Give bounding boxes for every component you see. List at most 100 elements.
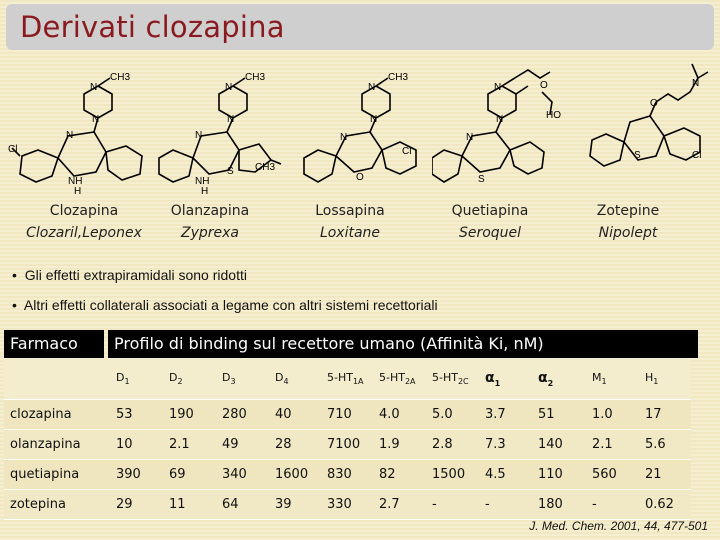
o-label: O xyxy=(356,172,364,183)
s-label: S xyxy=(634,150,641,161)
drug-lossapina: Lossapina Loxitane xyxy=(280,200,420,244)
drug-name: Lossapina xyxy=(315,203,385,219)
col-header: α2 xyxy=(532,359,586,400)
table-header-binding: Profilo di binding sul recettore umano (… xyxy=(108,330,698,358)
n-label: N xyxy=(494,82,501,93)
ho-label: HO xyxy=(546,110,561,121)
drug-brand: Nipolept xyxy=(598,225,658,241)
bullet-item: • Gli effetti extrapiramidali sono ridot… xyxy=(12,267,247,283)
table-cell: 3.7 xyxy=(479,399,532,430)
n-label: N xyxy=(370,114,377,125)
table-cell: 82 xyxy=(373,459,426,490)
table-cell: 4.0 xyxy=(373,399,426,430)
cl-label: Cl xyxy=(402,146,411,157)
table-cell: 280 xyxy=(216,399,269,430)
olanzapine-structure: CH3 N N N NH H S CH3 xyxy=(158,72,282,194)
table-cell: 830 xyxy=(321,459,373,490)
quetiapine-structure: N N N O HO S xyxy=(432,69,561,185)
n-label: N xyxy=(466,132,473,143)
title-bar: Derivati clozapina xyxy=(6,4,714,50)
n-label: N xyxy=(340,132,347,143)
h-label: H xyxy=(201,186,208,194)
n-label: N xyxy=(92,114,99,125)
table-cell: 64 xyxy=(216,489,269,520)
drug-zotepine: Zotepine Nipolept xyxy=(558,200,698,244)
row-drug-name: quetiapina xyxy=(4,459,110,490)
table-cell: 40 xyxy=(269,399,321,430)
bullet-text: Gli effetti extrapiramidali sono ridotti xyxy=(24,267,247,283)
binding-table: D1 D2 D3 D4 5-HT1A 5-HT2A 5-HT2C α1 α2 M… xyxy=(4,359,691,520)
nh-label: NH xyxy=(195,176,209,187)
drug-brand: Clozaril,Leponex xyxy=(26,225,142,241)
table-row: clozapina 53 190 280 40 710 4.0 5.0 3.7 51 1.0 17 xyxy=(4,399,691,430)
table-cell: 1.9 xyxy=(373,429,426,460)
table-cell: - xyxy=(586,489,639,520)
clozapine-structure: CH3 N N N NH H Cl xyxy=(8,72,143,194)
table-cell: 5.0 xyxy=(426,399,479,430)
n-label: N xyxy=(496,114,503,125)
n-label: N xyxy=(66,130,73,141)
table-cell: 340 xyxy=(216,459,269,490)
row-drug-name: olanzapina xyxy=(4,429,110,460)
nh-label: NH xyxy=(68,176,82,187)
table-cell: 28 xyxy=(269,429,321,460)
ch3-label: CH3 xyxy=(388,72,408,83)
table-cell: 110 xyxy=(532,459,586,490)
drug-name: Zotepine xyxy=(596,203,660,219)
table-cell: 2.8 xyxy=(426,429,479,460)
o-label: O xyxy=(650,98,658,109)
drug-brand: Loxitane xyxy=(319,225,381,241)
drug-olanzapina: Olanzapina Zyprexa xyxy=(140,200,280,244)
col-header: 5-HT2A xyxy=(373,359,426,400)
table-cell: 140 xyxy=(532,429,586,460)
table-cell: 190 xyxy=(163,399,216,430)
table-cell: 180 xyxy=(532,489,586,520)
cl-label: Cl xyxy=(692,150,701,161)
drug-quetiapina: Quetiapina Seroquel xyxy=(420,200,560,244)
reference-citation: J. Med. Chem. 2001, 44, 477-501 xyxy=(529,519,708,533)
cl-label: Cl xyxy=(8,144,17,155)
h-label: H xyxy=(74,186,81,194)
table-cell: 17 xyxy=(639,399,691,430)
n-label: N xyxy=(225,82,232,93)
col-header: 5-HT1A xyxy=(321,359,373,400)
col-header: D3 xyxy=(216,359,269,400)
zotepine-structure: N O S Cl xyxy=(589,63,709,167)
table-cell: 2.7 xyxy=(373,489,426,520)
loxapine-structure: CH3 N N N O Cl xyxy=(303,72,417,183)
table-header-farmaco: Farmaco xyxy=(4,330,104,358)
table-cell: 21 xyxy=(639,459,691,490)
drug-brand: Seroquel xyxy=(458,225,522,241)
col-header: H1 xyxy=(639,359,691,400)
drug-name: Olanzapina xyxy=(170,203,250,219)
bullet-list: • Gli effetti extrapiramidali sono ridot… xyxy=(12,266,438,326)
ch3-label: CH3 xyxy=(255,162,275,173)
table-cell: - xyxy=(426,489,479,520)
table-cell: 53 xyxy=(110,399,163,430)
table-cell: - xyxy=(479,489,532,520)
table-cell: 5.6 xyxy=(639,429,691,460)
bullet-item: • Altri effetti collaterali associati a … xyxy=(12,297,438,313)
table-cell: 51 xyxy=(532,399,586,430)
table-cell: 330 xyxy=(321,489,373,520)
row-drug-name: zotepina xyxy=(4,489,110,520)
drug-clozapina: Clozapina Clozaril,Leponex xyxy=(14,200,154,244)
ch3-label: CH3 xyxy=(110,72,130,83)
table-row: zotepina 29 11 64 39 330 2.7- -180-0.62 xyxy=(4,489,691,520)
row-drug-name: clozapina xyxy=(4,399,110,430)
empty-cell xyxy=(4,359,110,400)
table-cell: 1600 xyxy=(269,459,321,490)
table-cell: 49 xyxy=(216,429,269,460)
col-header: α1 xyxy=(479,359,532,400)
table-cell: 1.0 xyxy=(586,399,639,430)
table-cell: 29 xyxy=(110,489,163,520)
n-label: N xyxy=(195,130,202,141)
s-label: S xyxy=(227,166,234,177)
drug-brand: Zyprexa xyxy=(181,225,239,241)
col-header: D2 xyxy=(163,359,216,400)
table-cell: 10 xyxy=(110,429,163,460)
col-header: D4 xyxy=(269,359,321,400)
n-label: N xyxy=(90,82,97,93)
n-label: N xyxy=(692,78,699,89)
col-header: 5-HT2C xyxy=(426,359,479,400)
